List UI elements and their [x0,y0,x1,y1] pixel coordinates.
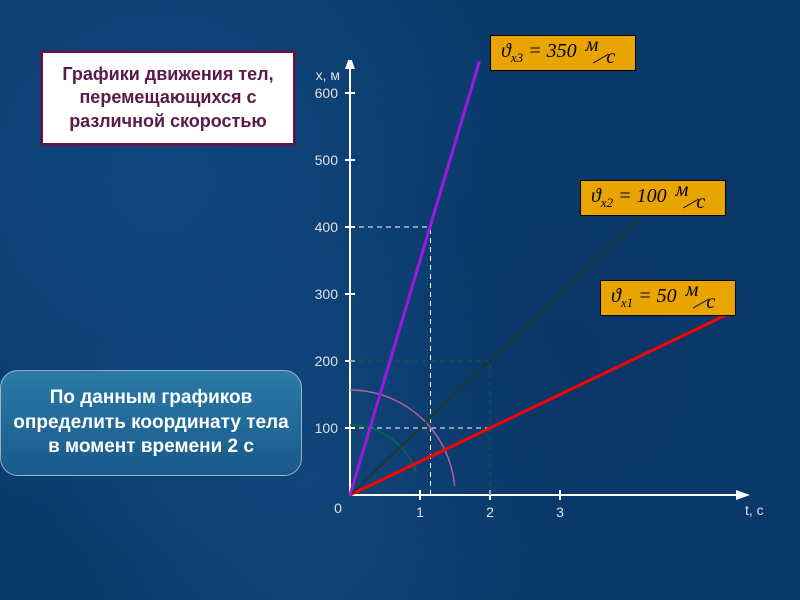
svg-text:600: 600 [315,85,339,101]
svg-text:500: 500 [315,152,339,168]
svg-text:x, м: x, м [316,67,340,83]
task-box: По данным графиков определить координату… [0,370,302,476]
formula-v3: ϑx3 = 350 мс [490,35,636,71]
svg-text:2: 2 [486,504,494,520]
svg-text:300: 300 [315,286,339,302]
svg-text:400: 400 [315,219,339,235]
svg-text:200: 200 [315,353,339,369]
formula-v2: ϑx2 = 100 мс [580,180,726,216]
task-text: По данным графиков определить координату… [13,387,288,457]
svg-text:t, с: t, с [745,502,764,518]
svg-text:0: 0 [334,500,342,516]
title-text: Графики движения тел, перемещающихся с р… [62,64,273,131]
title-box: Графики движения тел, перемещающихся с р… [40,50,296,146]
svg-text:100: 100 [315,420,339,436]
formula-v1: ϑx1 = 50 мс [600,280,736,316]
svg-text:3: 3 [556,504,564,520]
svg-text:1: 1 [416,504,424,520]
